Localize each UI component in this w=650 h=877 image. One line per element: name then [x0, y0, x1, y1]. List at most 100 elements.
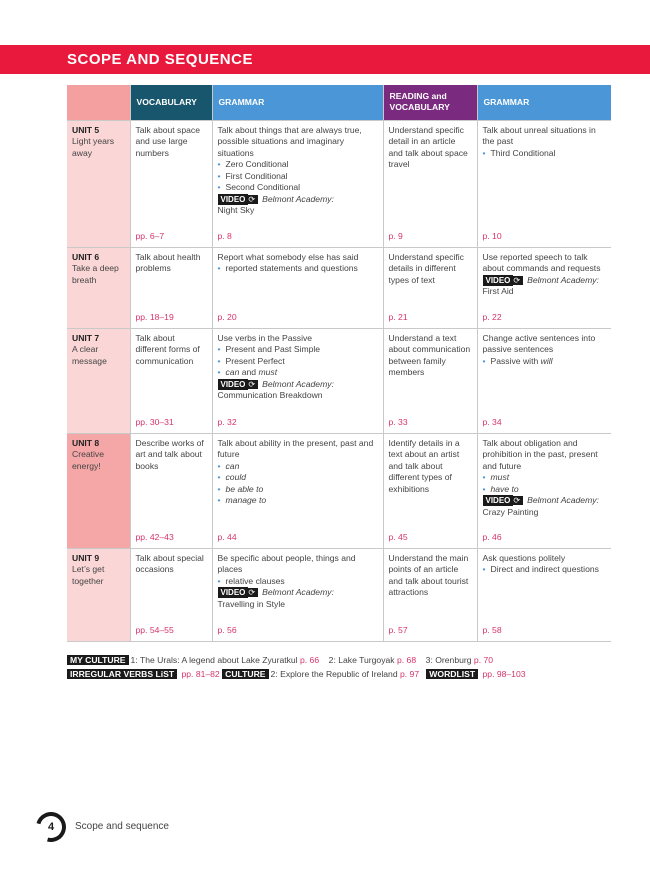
- play-icon: ⟳: [513, 496, 524, 505]
- page-reference[interactable]: p. 21: [388, 312, 408, 322]
- content-cell: Talk about health problems pp. 18–19: [129, 247, 212, 329]
- page-reference[interactable]: p. 58: [482, 625, 502, 635]
- page-reference[interactable]: pp. 54–55: [135, 625, 174, 635]
- page-reference[interactable]: p. 10: [482, 231, 502, 241]
- video-title: First Aid: [482, 286, 514, 296]
- bullet-text: Present Perfect: [225, 355, 285, 366]
- content-cell: Talk about obligation and prohibition in…: [476, 433, 611, 549]
- cell-description: Talk about ability in the present, past …: [217, 437, 374, 460]
- footer-tag: CULTURE: [222, 669, 269, 679]
- video-label: VIDEO: [217, 587, 249, 598]
- footer-tag: MY CULTURE: [67, 655, 129, 665]
- bullet-item: Second Conditional: [218, 182, 378, 194]
- content-cell: Be specific about people, things and pla…: [211, 548, 383, 642]
- video-label: VIDEO: [217, 378, 249, 390]
- bullet-text: Present and Past Simple: [225, 344, 321, 354]
- bullet-text: Zero Conditional: [225, 159, 289, 169]
- cell-description: Understand specific detail in an article…: [388, 124, 468, 170]
- footer-page-reference[interactable]: p. 97: [400, 669, 420, 679]
- table-row: UNIT 8 Creative energy! Describe works of …: [67, 433, 611, 549]
- table-header-row: VOCABULARY GRAMMAR READING and VOCABULARY G…: [67, 85, 611, 121]
- page-reference[interactable]: p. 32: [217, 417, 237, 427]
- content-cell: Talk about ability in the present, past …: [211, 433, 383, 549]
- content-cell: Report what somebody else has saidreport…: [211, 247, 383, 329]
- page-reference[interactable]: pp. 30–31: [135, 417, 174, 427]
- content-cell: Understand the main points of an article…: [382, 548, 477, 642]
- video-reference[interactable]: VIDEO ⟳ Belmont Academy:: [217, 587, 378, 599]
- bullet-text: reported statements and questions: [225, 263, 358, 273]
- unit-number: UNIT 9: [72, 552, 100, 563]
- page-reference[interactable]: p. 9: [388, 231, 403, 241]
- page-reference[interactable]: pp. 18–19: [135, 312, 174, 322]
- footer-page-reference[interactable]: p. 68: [396, 655, 417, 665]
- content-cell: Identify details in a text about an arti…: [382, 433, 477, 549]
- page-reference[interactable]: p. 34: [482, 417, 502, 427]
- page-reference[interactable]: p. 46: [482, 532, 502, 542]
- content-cell: Understand a text about communication be…: [382, 328, 477, 434]
- column-header-1: VOCABULARY: [129, 85, 212, 121]
- unit-number: UNIT 7: [72, 332, 100, 343]
- page-reference[interactable]: p. 56: [217, 625, 237, 635]
- play-icon: ⟳: [248, 588, 259, 597]
- unit-cell: UNIT 8 Creative energy!: [67, 433, 130, 549]
- bullet-text: manage to: [225, 495, 267, 505]
- footer-line-2: IRREGULAR VERBS LiST pp. 81–82 CULTURE 2:…: [67, 669, 526, 679]
- page-reference[interactable]: p. 45: [388, 532, 408, 542]
- play-icon: ⟳: [248, 194, 259, 204]
- page-reference[interactable]: p. 22: [482, 312, 502, 322]
- footer-page-reference[interactable]: p. 66: [299, 655, 320, 665]
- bullet-text: Third Conditional: [490, 147, 556, 158]
- page-reference[interactable]: pp. 42–43: [135, 532, 174, 542]
- video-series: Belmont Academy:: [262, 378, 334, 389]
- bullet-item: Passive with will: [483, 356, 607, 368]
- bullet-text: Passive with: [490, 355, 541, 366]
- bullet-text: must: [258, 367, 278, 377]
- cell-description: Use reported speech to talk about comman…: [482, 251, 601, 274]
- bullet-item: must: [483, 472, 607, 484]
- cell-description: Report what somebody else has said: [217, 251, 359, 262]
- table-row: UNIT 6 Take a deep breath Talk about healt…: [67, 247, 611, 329]
- bullet-text: First Conditional: [225, 170, 288, 181]
- content-cell: Ask questions politelyDirect and indirec…: [476, 548, 611, 642]
- video-reference[interactable]: VIDEO ⟳ Belmont Academy:: [482, 495, 607, 507]
- bullet-item: reported statements and questions: [218, 263, 378, 275]
- cell-description: Understand a text about communication be…: [388, 332, 471, 378]
- bullet-text: be able to: [225, 483, 264, 494]
- bullet-item: have to: [483, 484, 607, 496]
- cell-description: Use verbs in the Passive: [217, 332, 313, 343]
- content-cell: Use verbs in the PassivePresent and Past…: [211, 328, 383, 434]
- column-header-0: [67, 85, 130, 121]
- bullet-item: could: [218, 472, 378, 484]
- video-title: Communication Breakdown: [217, 390, 323, 400]
- unit-cell: UNIT 9 Let’s get together: [67, 548, 130, 642]
- cell-description: Understand the main points of an article…: [388, 552, 469, 598]
- cell-description: Talk about different forms of communicat…: [135, 332, 200, 366]
- play-icon: ⟳: [248, 379, 259, 389]
- page-reference[interactable]: p. 8: [217, 231, 232, 241]
- footer-page-reference[interactable]: pp. 98–103: [480, 669, 526, 679]
- unit-name: Take a deep breath: [72, 263, 119, 285]
- bullet-text: relative clauses: [225, 575, 285, 586]
- video-reference[interactable]: VIDEO ⟳ Belmont Academy:: [217, 378, 378, 391]
- bullet-item: Present Perfect: [218, 356, 378, 368]
- page-reference[interactable]: p. 33: [388, 417, 408, 427]
- footer-page-reference[interactable]: pp. 81–82: [179, 669, 223, 679]
- video-title: Night Sky: [217, 205, 255, 215]
- page-reference[interactable]: pp. 6–7: [135, 231, 165, 241]
- page-reference[interactable]: p. 20: [217, 312, 237, 322]
- unit-name: Let’s get together: [72, 564, 105, 586]
- bullet-text: can: [225, 367, 240, 377]
- page-reference[interactable]: p. 44: [217, 532, 237, 542]
- footer-line-1: MY CULTURE 1: The Urals: A legend about L…: [67, 655, 493, 665]
- video-title: Crazy Painting: [482, 506, 539, 517]
- unit-name: Creative energy!: [72, 449, 104, 471]
- content-cell: Talk about special occasions pp. 54–55: [129, 548, 212, 642]
- page-reference[interactable]: p. 57: [388, 625, 408, 635]
- content-cell: Understand specific details in different…: [382, 247, 477, 329]
- bullet-item: Third Conditional: [483, 148, 607, 160]
- video-reference[interactable]: VIDEO ⟳ Belmont Academy:: [482, 274, 607, 287]
- video-reference[interactable]: VIDEO ⟳ Belmont Academy:: [217, 193, 378, 206]
- bullet-text: have to: [490, 483, 519, 494]
- footer-page-reference[interactable]: p. 70: [473, 655, 494, 665]
